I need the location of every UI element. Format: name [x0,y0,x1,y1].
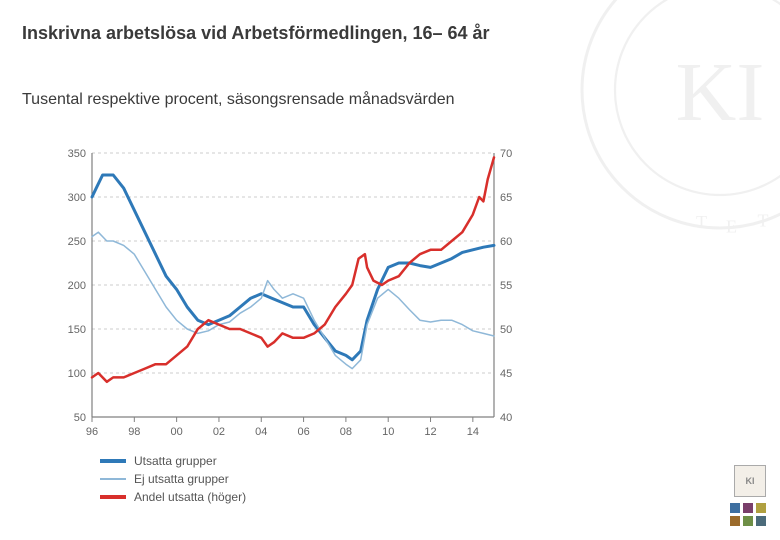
y-right-tick-label: 50 [500,324,512,336]
y-left-tick-label: 300 [68,192,86,204]
legend-label: Andel utsatta (höger) [134,488,246,506]
side-badges: KI [730,465,766,526]
x-tick-label: 12 [424,426,436,438]
legend-label: Utsatta grupper [134,452,217,470]
x-tick-label: 14 [467,426,479,438]
x-tick-label: 96 [86,426,98,438]
y-left-tick-label: 150 [68,324,86,336]
y-right-tick-label: 65 [500,192,512,204]
y-right-tick-label: 70 [500,148,512,160]
y-right-tick-label: 60 [500,236,512,248]
color-badge [756,516,766,526]
x-tick-label: 00 [171,426,183,438]
slide-root: Inskrivna arbetslösa vid Arbetsförmedlin… [0,0,780,540]
legend-swatch [100,478,126,480]
x-tick-label: 04 [255,426,267,438]
y-right-tick-label: 55 [500,280,512,292]
y-right-tick-label: 40 [500,412,512,424]
legend-item-ej_utsatta: Ej utsatta grupper [100,470,246,488]
y-left-tick-label: 50 [74,412,86,424]
legend-label: Ej utsatta grupper [134,470,229,488]
legend-swatch [100,495,126,499]
legend-item-andel_utsatta: Andel utsatta (höger) [100,488,246,506]
svg-text:T: T [696,212,707,232]
color-badge [730,516,740,526]
y-left-tick-label: 100 [68,368,86,380]
chart-legend: Utsatta grupperEj utsatta grupperAndel u… [100,452,246,506]
y-left-tick-label: 350 [68,148,86,160]
x-tick-label: 06 [297,426,309,438]
x-tick-label: 02 [213,426,225,438]
line-chart: 50 100 150 200 250 300 350 40 45 50 55 60 65 70 96 98 00… [50,145,530,445]
chart-container: 50 100 150 200 250 300 350 40 45 50 55 60 65 70 96 98 00… [50,145,530,445]
slide-subtitle: Tusental respektive procent, säsongsrens… [22,90,502,111]
y-right-tick-label: 45 [500,368,512,380]
ki-logo-icon: KI [734,465,766,497]
color-badge [743,516,753,526]
x-tick-label: 08 [340,426,352,438]
legend-swatch [100,459,126,463]
series-ej_utsatta [92,232,494,368]
slide-title: Inskrivna arbetslösa vid Arbetsförmedlin… [22,22,502,45]
y-left-tick-label: 200 [68,280,86,292]
color-badge-grid [730,503,766,526]
legend-item-utsatta: Utsatta grupper [100,452,246,470]
svg-text:E: E [726,217,737,237]
color-badge [743,503,753,513]
svg-text:T: T [758,211,769,231]
series-andel_utsatta [92,157,494,381]
series-utsatta [92,175,494,360]
y-left-tick-label: 250 [68,236,86,248]
color-badge [730,503,740,513]
ki-seal-watermark: KI INS TIT UTE T [570,0,780,240]
x-tick-label: 98 [128,426,140,438]
x-tick-label: 10 [382,426,394,438]
color-badge [756,503,766,513]
ki-logo-label: KI [746,476,755,486]
svg-text:KI: KI [676,46,765,139]
